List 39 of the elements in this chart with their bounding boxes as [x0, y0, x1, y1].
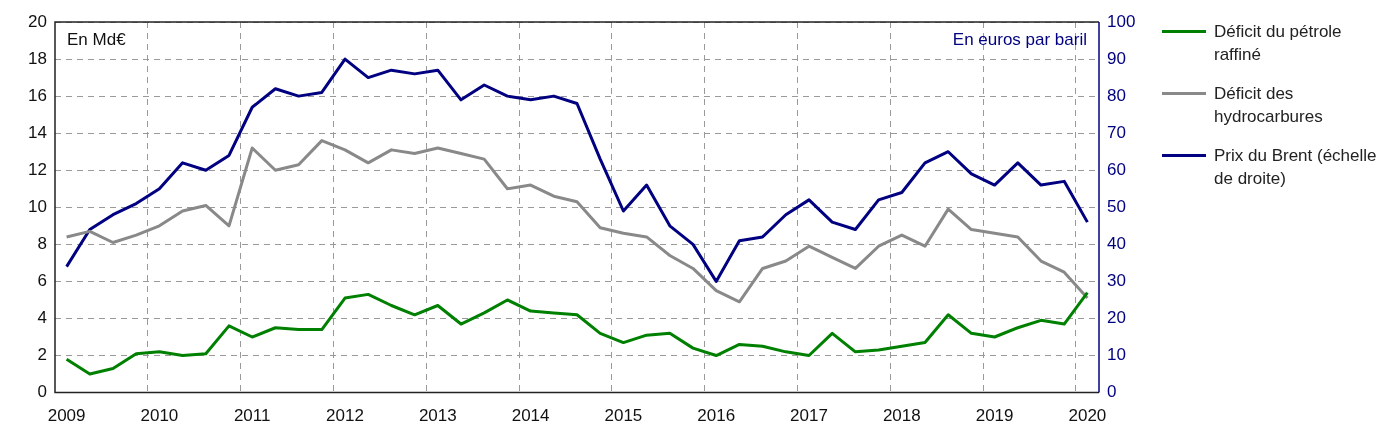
x-tick-label: 2020 [1068, 406, 1107, 426]
x-tick-label: 2012 [326, 406, 364, 426]
x-tick-label: 2009 [47, 406, 86, 426]
y-tick-label: 20 [28, 11, 47, 31]
x-tick-label: 2019 [975, 406, 1014, 426]
x-tick-label: 2013 [418, 406, 457, 426]
y-tick-label: 18 [28, 48, 47, 68]
y2-tick-label: 20 [1107, 308, 1126, 328]
y-tick-label: 2 [37, 345, 47, 365]
y2-tick-label: 50 [1107, 196, 1126, 216]
y2-tick-label: 30 [1107, 271, 1126, 291]
y2-axis-title: En euros par baril [952, 30, 1087, 50]
y-tick-label: 0 [37, 382, 47, 402]
x-tick-label: 2016 [697, 406, 736, 426]
x-tick-label: 2011 [233, 406, 271, 426]
legend-label: Déficit du pétrole raffiné [1214, 22, 1342, 64]
y2-tick-label: 10 [1107, 345, 1126, 365]
y-tick-label: 14 [28, 122, 47, 142]
x-tick-label: 2014 [511, 406, 550, 426]
y-tick-label: 8 [37, 234, 47, 254]
y-tick-label: 10 [28, 196, 47, 216]
y-tick-label: 12 [28, 159, 47, 179]
y2-tick-label: 0 [1107, 382, 1117, 402]
y2-tick-label: 60 [1107, 159, 1126, 179]
y2-tick-label: 80 [1107, 85, 1126, 105]
y2-tick-label: 90 [1107, 48, 1126, 68]
x-tick-label: 2010 [140, 406, 179, 426]
x-tick-label: 2018 [882, 406, 921, 426]
x-tick-label: 2015 [604, 406, 643, 426]
y-axis-title: En Md€ [67, 30, 127, 50]
y-tick-label: 16 [28, 85, 47, 105]
y2-tick-label: 100 [1107, 11, 1136, 31]
legend-label: Déficit des hydrocarbures [1214, 84, 1323, 126]
y2-tick-label: 70 [1107, 122, 1126, 142]
legend-label: Prix du Brent (échelle de droite) [1214, 146, 1377, 188]
y-tick-label: 6 [37, 271, 47, 291]
y-tick-label: 4 [37, 308, 47, 328]
x-tick-label: 2017 [790, 406, 828, 426]
y2-tick-label: 40 [1107, 234, 1126, 254]
